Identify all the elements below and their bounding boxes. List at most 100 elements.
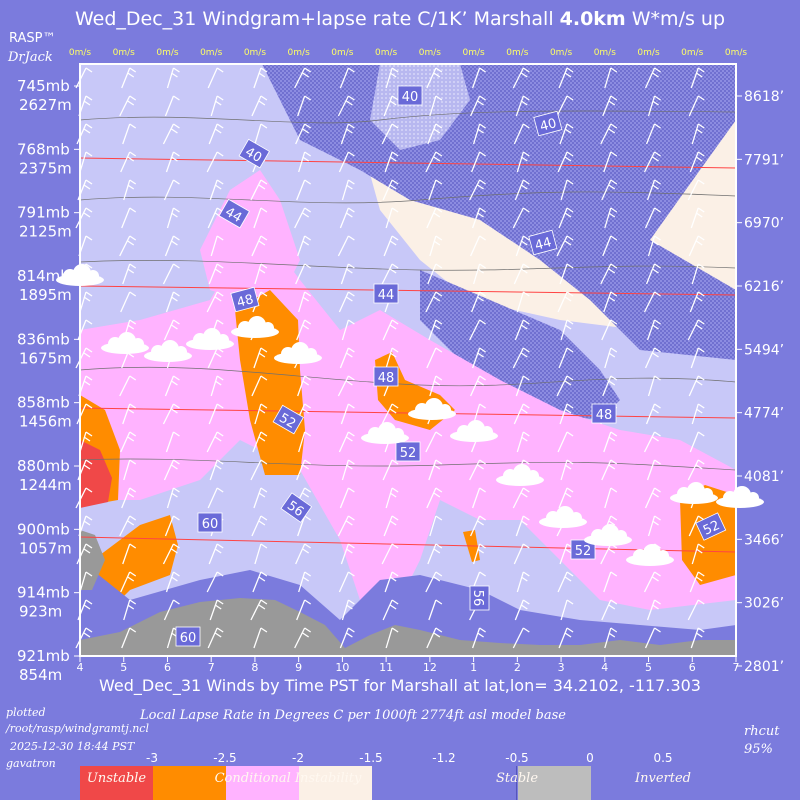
- wind-barb: [165, 151, 180, 173]
- wind-barb: [469, 179, 486, 201]
- wind-barb: [691, 543, 705, 565]
- legend-divider: [516, 766, 517, 800]
- wind-barb: [557, 431, 574, 453]
- wind-barb: [600, 123, 618, 145]
- svg-text:56: 56: [470, 590, 485, 607]
- cloud-icon: [274, 342, 322, 364]
- wind-barb: [558, 627, 574, 649]
- wind-barb: [688, 375, 705, 397]
- wind-barb: [340, 403, 355, 425]
- wind-barb: [341, 599, 355, 621]
- wstar-label: 0m/s: [637, 48, 660, 58]
- wstar-label: 0m/s: [331, 48, 354, 58]
- wind-barb: [162, 263, 180, 285]
- height-m-label: 2627m: [19, 96, 72, 114]
- wind-barb: [337, 375, 355, 397]
- wind-barb: [429, 95, 443, 117]
- height-m-label: 854m: [19, 666, 62, 684]
- wind-barb: [470, 95, 486, 117]
- wind-barb: [644, 67, 661, 89]
- contour-label: 52: [272, 404, 304, 435]
- wind-barb: [206, 291, 224, 313]
- wind-barb: [297, 375, 312, 397]
- wind-barb: [644, 347, 661, 369]
- svg-text:52: 52: [276, 411, 298, 432]
- legend-category-label: Stable: [495, 771, 539, 786]
- wind-barb: [426, 487, 443, 509]
- height-ft-label: 3026’: [744, 596, 784, 612]
- wind-barb: [207, 487, 224, 509]
- wind-barb: [210, 375, 224, 397]
- svg-text:40: 40: [242, 145, 264, 166]
- wind-barb: [513, 263, 530, 285]
- wind-barb: [688, 95, 705, 117]
- page-title: Wed_Dec_31 Windgram+lapse rate C/1K’ Mar…: [74, 8, 726, 30]
- wind-barb: [516, 571, 530, 593]
- wind-barb: [296, 459, 312, 481]
- wind-barb: [385, 627, 399, 649]
- wind-barb: [121, 487, 137, 509]
- wind-barb: [602, 235, 618, 257]
- wind-barb: [381, 123, 399, 145]
- wind-barb: [557, 571, 574, 593]
- wind-barb: [426, 67, 443, 89]
- wind-barb: [340, 543, 355, 565]
- pressure-mb-label: 791mb: [17, 204, 70, 222]
- wind-barb: [251, 375, 268, 397]
- wind-barb: [558, 67, 574, 89]
- wind-barb: [691, 403, 705, 425]
- wstar-label: 0m/s: [725, 48, 748, 58]
- height-m-label: 1057m: [19, 539, 72, 557]
- wind-barb: [514, 319, 530, 341]
- wind-barb: [690, 627, 705, 649]
- wind-barb: [251, 515, 268, 537]
- x-tick-label: 4: [77, 661, 84, 674]
- svg-text:60: 60: [202, 517, 219, 532]
- legend-swatch: [299, 766, 372, 800]
- wind-barb: [689, 291, 705, 313]
- terrain: [80, 598, 736, 656]
- wind-barb: [515, 515, 530, 537]
- wind-barb: [471, 487, 486, 509]
- wind-barb: [687, 599, 705, 621]
- wind-barb: [166, 207, 180, 229]
- wind-barb: [163, 179, 180, 201]
- height-m-label: 1895m: [19, 286, 72, 304]
- wind-barb: [512, 627, 530, 649]
- wind-barb: [385, 487, 399, 509]
- x-tick-label: 11: [379, 661, 393, 674]
- wind-barb: [341, 319, 355, 341]
- wind-barb: [687, 459, 705, 481]
- wind-barb: [687, 319, 705, 341]
- wind-barb: [604, 347, 618, 369]
- rhcut-label: rhcut: [744, 724, 780, 739]
- plot-frame: [79, 63, 737, 657]
- wind-barb: [76, 123, 93, 145]
- contour-label: 40: [238, 138, 270, 169]
- wind-barb: [119, 235, 137, 257]
- wind-barb: [646, 459, 661, 481]
- wind-barb: [338, 291, 355, 313]
- wstar-label: 0m/s: [594, 48, 617, 58]
- wind-barb: [341, 459, 355, 481]
- wind-barb: [119, 95, 137, 117]
- cloud-icon: [231, 316, 279, 338]
- wind-barb: [250, 459, 268, 481]
- wind-barb: [123, 179, 137, 201]
- wstar-label: 0m/s: [681, 48, 704, 58]
- wind-barb: [428, 599, 443, 621]
- svg-text:60: 60: [180, 631, 197, 646]
- wind-barb: [428, 319, 443, 341]
- wind-barb: [166, 487, 180, 509]
- wind-barb: [120, 571, 137, 593]
- wind-barb: [338, 151, 355, 173]
- wind-barb: [120, 431, 137, 453]
- x-tick-label: 9: [295, 661, 302, 674]
- wind-barb: [689, 431, 705, 453]
- wind-barb: [251, 95, 268, 117]
- wind-barb: [253, 627, 268, 649]
- wind-barb: [298, 571, 312, 593]
- wind-barb: [210, 235, 224, 257]
- legend-scale-value: -1.5: [359, 751, 383, 765]
